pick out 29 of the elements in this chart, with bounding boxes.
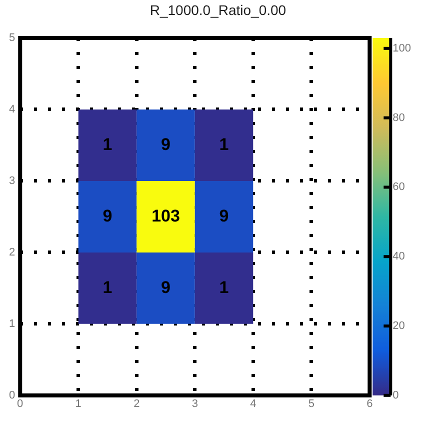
x-tick-label: 4 [250,398,256,410]
x-tick-label: 6 [366,398,373,410]
color-bar-label: 80 [392,112,405,124]
color-bar-label: 40 [392,250,405,263]
color-bar-label: 60 [392,181,405,194]
x-tick-label: 2 [134,398,140,410]
data-label: 9 [161,134,170,154]
y-tick-label: 3 [8,174,16,187]
y-tick-label: 4 [8,104,16,116]
color-bar-label: 100 [392,42,412,54]
color-bar-label: 0 [392,389,399,402]
x-tick-label: 3 [192,398,198,410]
data-label: 1 [219,134,229,154]
y-tick-label: 1 [8,318,16,330]
y-tick-label: 5 [8,32,16,44]
data-label: 103 [152,206,180,226]
y-tick-label: 2 [8,246,16,258]
data-label: 9 [102,206,112,226]
x-tick-label: 5 [308,398,314,410]
chart-title: R_1000.0_Ratio_0.00 [148,2,288,18]
data-label: 9 [219,206,229,226]
data-label: 1 [102,134,112,154]
y-tick-label: 0 [8,389,16,402]
data-label: 1 [102,278,112,297]
color-bar-label: 20 [392,320,405,332]
data-label: 1 [219,278,229,297]
data-label: 9 [161,278,170,297]
x-tick-label: 0 [17,398,24,410]
x-tick-label: 1 [75,398,82,410]
